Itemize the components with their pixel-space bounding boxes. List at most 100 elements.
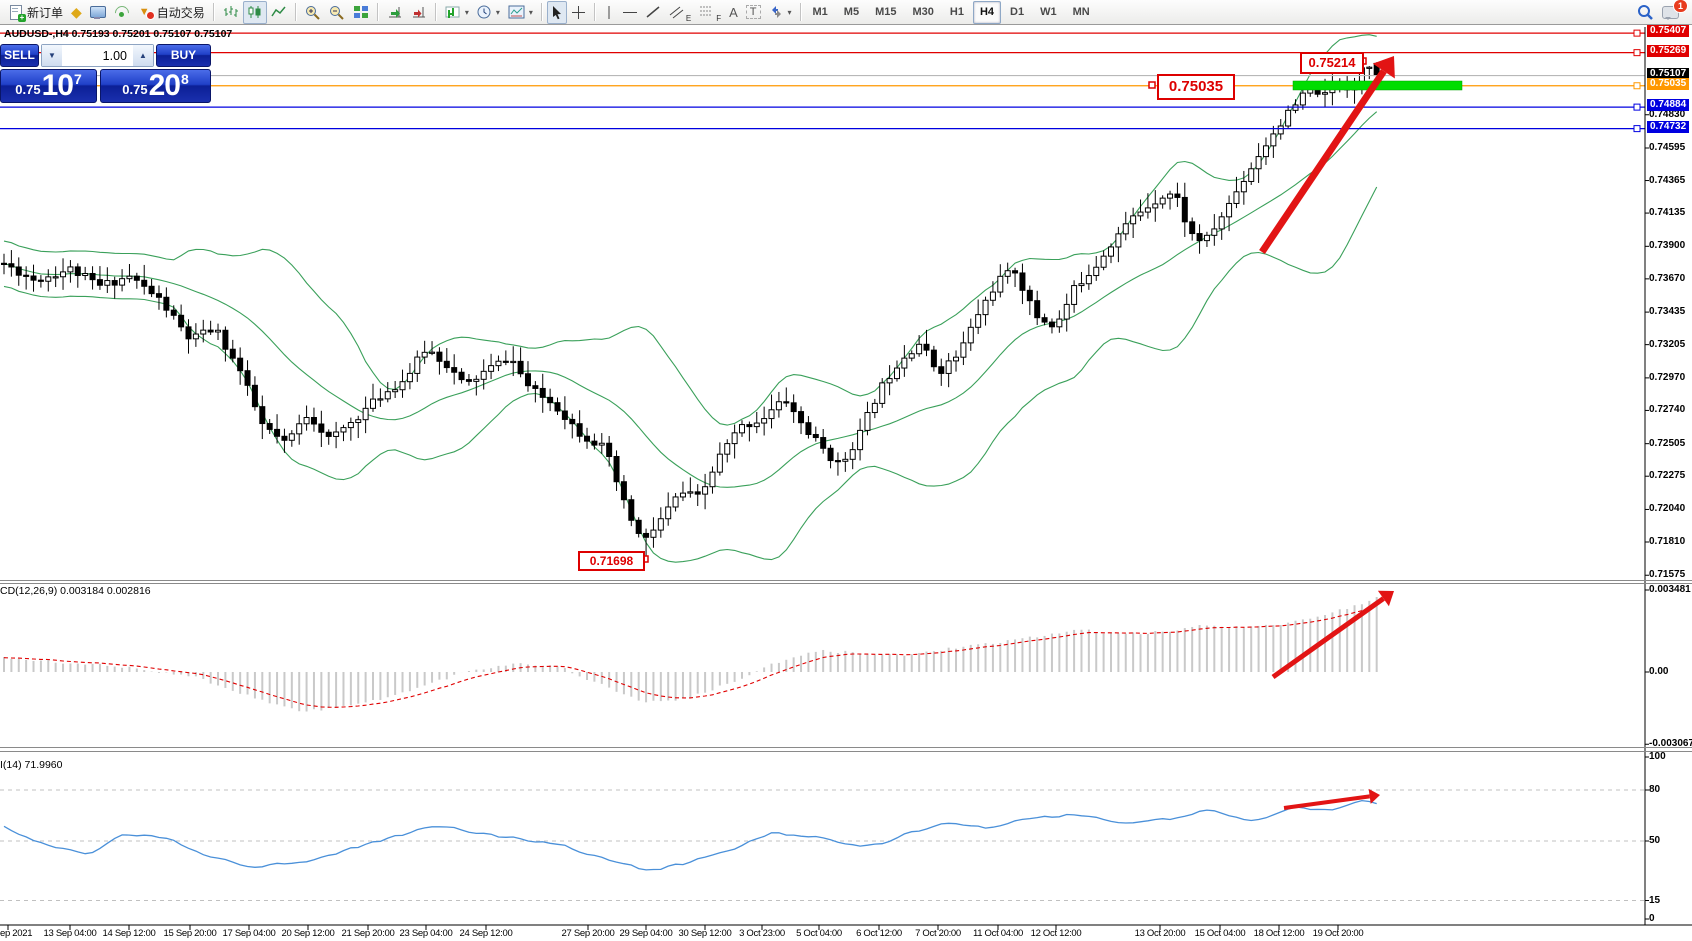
time-axis-label: 13 Sep 04:00 — [43, 928, 97, 939]
time-axis-label: 30 Sep 12:00 — [678, 928, 732, 939]
new-order-label: 新订单 — [27, 5, 64, 20]
level-label-0.75269: 0.75269 — [1647, 44, 1690, 57]
level-anchor-square[interactable] — [1633, 49, 1641, 57]
rsi-trend-arrow[interactable] — [1283, 788, 1380, 810]
buy-button[interactable]: BUY — [156, 44, 211, 67]
label-tool[interactable]: T — [742, 1, 765, 24]
chart-shift-button[interactable] — [407, 1, 431, 24]
periods-button[interactable]: ▾ — [473, 1, 504, 24]
market-watch-button[interactable]: ◆ — [67, 1, 86, 24]
terminal-button[interactable] — [86, 1, 110, 24]
indicators-icon — [445, 6, 460, 18]
crosshair-icon — [571, 5, 585, 19]
level-anchor-square[interactable] — [1633, 82, 1641, 90]
timeframe-d1[interactable]: D1 — [1010, 5, 1025, 18]
zoom-out-button[interactable] — [325, 1, 349, 24]
horizontal-line-tool[interactable] — [618, 1, 642, 24]
timeframe-m5[interactable]: M5 — [843, 5, 860, 18]
trendline-tool[interactable] — [642, 1, 665, 24]
rsi-axis-label: 80 — [1649, 784, 1661, 795]
sell-price-panel[interactable]: 0.75 10 7 — [0, 69, 97, 103]
price-axis-tick: 0.72970 — [1649, 371, 1686, 383]
bar-chart-button[interactable] — [219, 1, 243, 24]
vertical-line-icon — [608, 5, 610, 19]
timeframe-h4[interactable]: H4 — [972, 0, 1002, 24]
line-chart-button[interactable] — [267, 1, 291, 24]
price-annotation-0.75214[interactable]: 0.75214 — [1300, 52, 1364, 74]
notification-badge: 1 — [1672, 0, 1688, 13]
annotations-layer — [0, 29, 1645, 810]
timeframe-m30[interactable]: M30 — [912, 5, 934, 18]
terminal-icon — [89, 5, 106, 19]
price-axis-tick: 0.73670 — [1649, 272, 1686, 284]
timeframe-w1[interactable]: W1 — [1040, 5, 1057, 18]
rsi-label: SI(14) 71.9960 — [0, 759, 63, 771]
chat-button[interactable]: 1 — [1662, 0, 1688, 23]
chart-shift-icon — [412, 7, 425, 18]
templates-button[interactable]: ▾ — [504, 1, 537, 24]
annotation-anchor-square[interactable] — [1148, 81, 1156, 89]
timeframe-m15[interactable]: M15 — [875, 5, 897, 18]
volume-increase-button[interactable]: ▲ — [133, 45, 153, 66]
price-axis-tick: 0.74830 — [1649, 108, 1686, 120]
macd-axis-label: 0.003481 — [1649, 583, 1691, 595]
buy-price-small: 0.75 — [122, 82, 148, 97]
templates-caret-icon: ▾ — [528, 7, 533, 17]
one-click-trading-panel: SELL ▼ ▲ BUY 0.75 10 7 0.75 20 8 — [0, 44, 211, 103]
chart-canvas[interactable] — [0, 26, 1692, 941]
periods-caret-icon: ▾ — [495, 7, 500, 17]
price-annotation-0.75035[interactable]: 0.75035 — [1157, 74, 1235, 100]
volume-decrease-button[interactable]: ▼ — [42, 45, 62, 66]
autotrade-button[interactable]: ▼ 自动交易 — [134, 1, 209, 24]
auto-scroll-button[interactable] — [383, 1, 407, 24]
price-annotation-0.71698[interactable]: 0.71698 — [578, 551, 645, 571]
chart-title: AUDUSD-,H4 0.75193 0.75201 0.75107 0.751… — [4, 28, 233, 40]
template-icon — [508, 5, 525, 19]
candle-chart-button[interactable] — [242, 0, 267, 24]
arrows-tool[interactable]: ▾ — [765, 1, 796, 24]
level-label-0.74884: 0.74884 — [1647, 99, 1690, 112]
time-axis-label: 17 Sep 04:00 — [222, 928, 276, 939]
time-axis-label: 11 Oct 04:00 — [972, 928, 1024, 939]
price-trend-arrow[interactable] — [1259, 56, 1395, 254]
chat-icon-tail — [1665, 16, 1671, 23]
buy-price-big: 20 — [148, 69, 181, 102]
zoom-in-button[interactable] — [301, 1, 325, 24]
sell-button[interactable]: SELL — [0, 44, 39, 67]
time-axis-label: ep 2021 — [0, 928, 33, 939]
tile-windows-button[interactable] — [349, 1, 373, 24]
level-anchor-square[interactable] — [1633, 103, 1641, 111]
price-pane[interactable] — [1, 34, 1380, 563]
fibonacci-tool[interactable]: F — [695, 1, 725, 24]
timeframe-mn[interactable]: MN — [1072, 5, 1090, 18]
price-axis-tick: 0.72275 — [1649, 470, 1686, 482]
rsi-pane[interactable] — [0, 789, 1645, 901]
tile-windows-icon — [353, 6, 368, 18]
signal-icon — [111, 3, 132, 23]
fibonacci-letter: F — [716, 13, 722, 23]
search-icon[interactable] — [1637, 4, 1654, 21]
autotrade-label: 自动交易 — [156, 5, 205, 20]
volume-input[interactable] — [62, 45, 133, 66]
chart-window[interactable]: AUDUSD-,H4 0.75193 0.75201 0.75107 0.751… — [0, 25, 1692, 941]
text-tool[interactable]: A — [725, 1, 742, 24]
cursor-tool-button[interactable] — [546, 0, 567, 24]
timeframe-m1[interactable]: M1 — [812, 5, 828, 18]
arrows-caret-icon: ▾ — [787, 7, 792, 17]
zoom-in-icon — [305, 5, 320, 20]
crosshair-tool-button[interactable] — [567, 1, 590, 24]
buy-price-panel[interactable]: 0.75 20 8 — [100, 69, 211, 103]
timeframe-h1[interactable]: H1 — [949, 5, 964, 18]
level-label-0.75407: 0.75407 — [1647, 25, 1690, 38]
indicators-button[interactable]: ▾ — [441, 1, 473, 24]
level-anchor-square[interactable] — [1633, 29, 1641, 37]
indicators-caret-icon: ▾ — [464, 7, 469, 17]
new-order-button[interactable]: + 新订单 — [4, 1, 67, 24]
signals-button[interactable] — [110, 1, 134, 24]
level-anchor-square[interactable] — [1633, 125, 1641, 133]
channel-tool[interactable]: E — [665, 1, 695, 24]
macd-pane[interactable] — [3, 596, 1378, 712]
macd-trend-arrow[interactable] — [1271, 590, 1394, 680]
vertical-line-tool[interactable] — [600, 1, 618, 24]
bar-chart-icon — [223, 6, 238, 17]
